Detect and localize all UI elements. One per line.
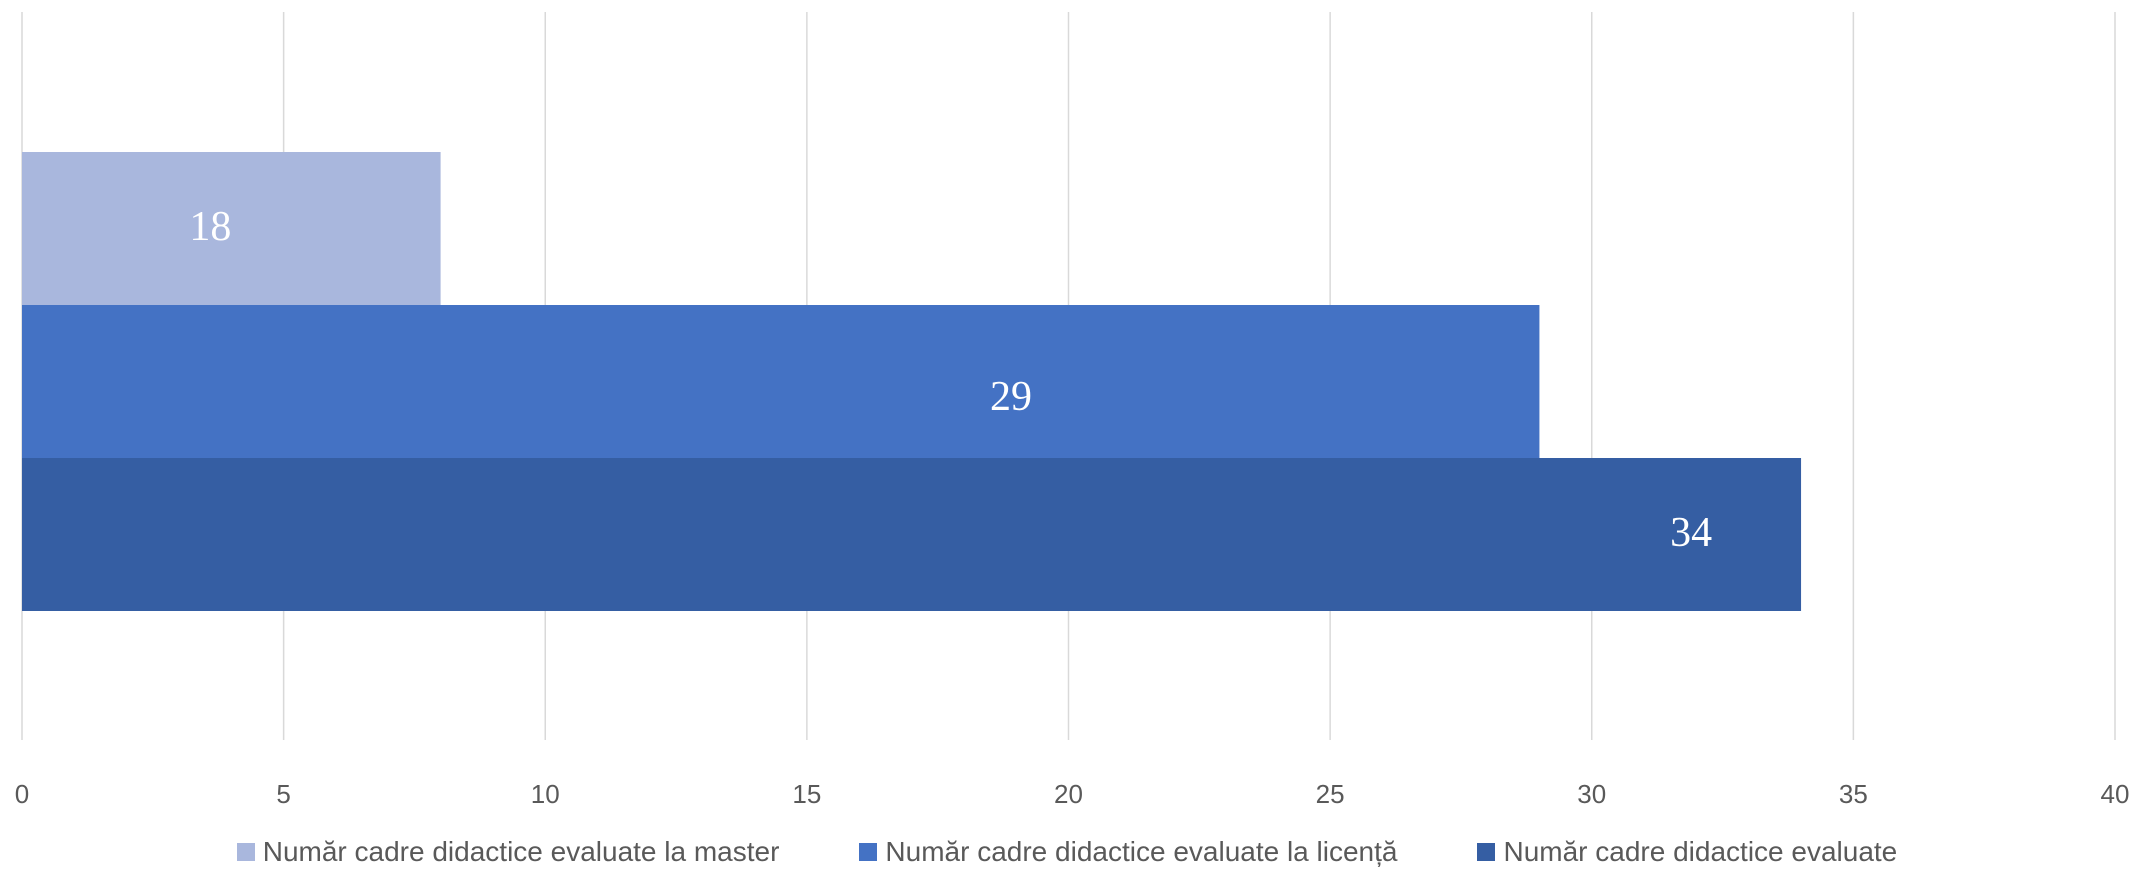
legend-label-master: Număr cadre didactice evaluate la master: [262, 836, 780, 867]
data-label-1: 29: [990, 374, 1032, 420]
legend-item-total: Număr cadre didactice evaluate: [1477, 836, 1897, 868]
x-tick-label-35: 35: [1839, 779, 1868, 809]
x-tick-label-25: 25: [1316, 779, 1345, 809]
x-tick-label-0: 0: [15, 779, 29, 809]
bar-1: [22, 305, 1540, 458]
legend-swatch-total: [1477, 843, 1496, 861]
legend-label-total: Număr cadre didactice evaluate: [1503, 836, 1898, 867]
x-tick-label-20: 20: [1054, 779, 1083, 809]
x-tick-label-30: 30: [1577, 779, 1606, 809]
data-label-0: 18: [189, 204, 231, 250]
legend-item-licenta: Număr cadre didactice evaluate la licenț…: [859, 836, 1397, 868]
legend-label-licenta: Număr cadre didactice evaluate la licenț…: [885, 836, 1398, 867]
data-labels: 18 29 34: [189, 204, 1712, 556]
legend-swatch-licenta: [859, 843, 878, 861]
legend-swatch-master: [236, 843, 255, 861]
data-label-2: 34: [1670, 510, 1712, 556]
x-tick-label-40: 40: [2101, 779, 2130, 809]
bars: [22, 152, 1802, 611]
x-axis-ticks: 0 5 10 15 20 25 30 35 40: [15, 779, 2130, 809]
x-tick-label-5: 5: [276, 779, 290, 809]
bar-0: [22, 152, 441, 305]
bar-2: [22, 458, 1802, 611]
legend-item-master: Număr cadre didactice evaluate la master: [236, 836, 780, 868]
legend: Număr cadre didactice evaluate la master…: [0, 834, 2134, 870]
x-tick-label-10: 10: [531, 779, 560, 809]
x-tick-label-15: 15: [792, 779, 821, 809]
